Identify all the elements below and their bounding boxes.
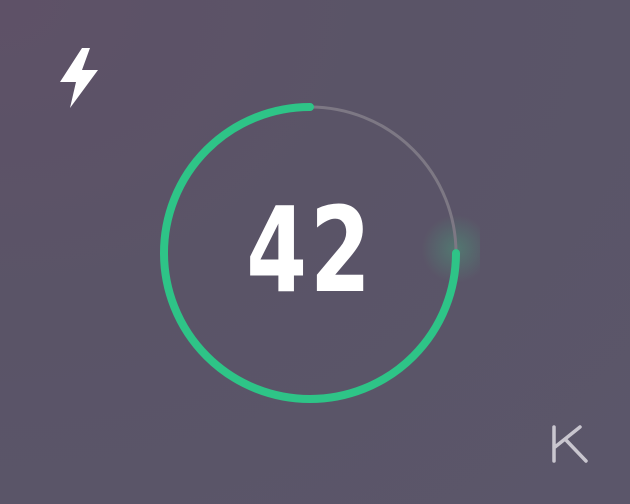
progress-end-glow xyxy=(422,215,480,283)
lightning-bolt-icon xyxy=(60,48,98,108)
brand-k-logo-icon xyxy=(552,425,588,463)
timer-value: 42 xyxy=(246,181,374,319)
progress-arc xyxy=(160,103,460,403)
progress-ring xyxy=(160,103,480,403)
